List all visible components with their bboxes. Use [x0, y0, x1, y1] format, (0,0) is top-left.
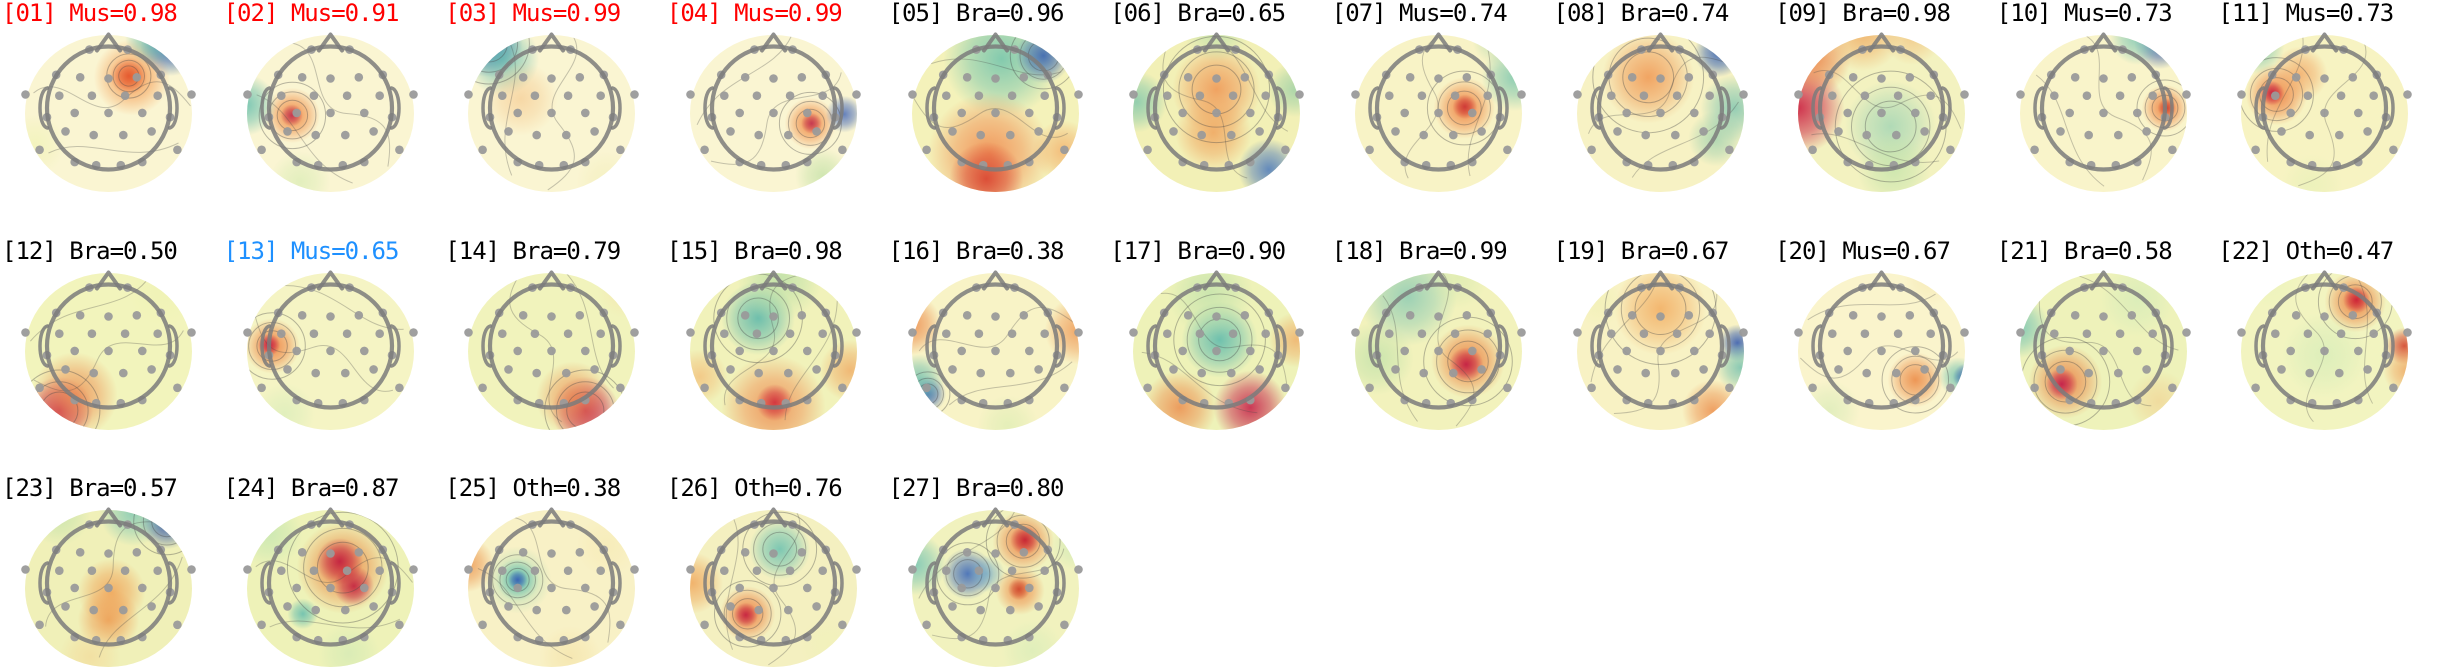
topomap-cell-03: [03] Mus=0.99: [443, 0, 665, 237]
topomap-cell-19: [19] Bra=0.67: [1552, 238, 1774, 475]
topomap-plot: [686, 32, 861, 192]
topomap-plot: [2015, 270, 2191, 430]
component-title: [15] Bra=0.98: [666, 236, 843, 265]
topomap-plot: [2237, 32, 2413, 192]
topomap-plot: [1129, 270, 1304, 430]
topomap-plot: [1794, 32, 1969, 192]
component-title: [08] Bra=0.74: [1553, 0, 1730, 27]
topomap-cell-23: [23] Bra=0.57: [0, 475, 222, 667]
component-title: [13] Mus=0.65: [223, 236, 400, 265]
component-title: [16] Bra=0.38: [888, 236, 1065, 265]
topomap-cell-08: [08] Bra=0.74: [1552, 0, 1774, 237]
topomap-cell-21: [21] Bra=0.58: [1995, 238, 2217, 475]
topomap-cell-16: [16] Bra=0.38: [887, 238, 1109, 475]
component-title: [04] Mus=0.99: [666, 0, 843, 27]
component-title: [10] Mus=0.73: [1996, 0, 2173, 27]
topomap-cell-06: [06] Bra=0.65: [1108, 0, 1330, 237]
topomap-cell-13: [13] Mus=0.65: [222, 238, 444, 475]
topomap-plot: [1572, 32, 1748, 192]
topomap-plot: [1794, 270, 1969, 430]
topomap-plot: [21, 270, 196, 430]
topomap-plot: [464, 507, 640, 667]
topomap-cell-20: [20] Mus=0.67: [1773, 238, 1995, 475]
topomap-cell-22: [22] Oth=0.47: [2216, 238, 2438, 475]
component-title: [27] Bra=0.80: [888, 474, 1065, 502]
component-title: [24] Bra=0.87: [223, 474, 400, 502]
topomap-plot: [907, 507, 1083, 667]
topomap-cell-09: [09] Bra=0.98: [1773, 0, 1995, 237]
topomap-cell-10: [10] Mus=0.73: [1995, 0, 2217, 237]
topomap-plot: [2015, 32, 2191, 192]
topomap-plot: [464, 32, 640, 192]
topomap-cell-27: [27] Bra=0.80: [887, 475, 1109, 667]
component-title: [21] Bra=0.58: [1996, 236, 2173, 265]
topomap-cell-04: [04] Mus=0.99: [665, 0, 887, 237]
topomap-plot: [1350, 32, 1526, 192]
component-title: [07] Mus=0.74: [1331, 0, 1508, 27]
component-title: [17] Bra=0.90: [1110, 236, 1286, 265]
topomap-plot: [686, 507, 861, 667]
topomap-cell-07: [07] Mus=0.74: [1330, 0, 1552, 237]
component-title: [11] Mus=0.73: [2218, 0, 2394, 27]
component-title: [20] Mus=0.67: [1775, 236, 1951, 265]
topomap-cell-05: [05] Bra=0.96: [887, 0, 1109, 237]
component-title: [03] Mus=0.99: [445, 0, 621, 27]
component-title: [23] Bra=0.57: [2, 474, 178, 502]
topomap-cell-18: [18] Bra=0.99: [1330, 238, 1552, 475]
component-title: [22] Oth=0.47: [2218, 236, 2394, 265]
topomap-cell-01: [01] Mus=0.98: [0, 0, 222, 237]
topomap-cell-24: [24] Bra=0.87: [222, 475, 444, 667]
topomap-plot: [21, 507, 196, 667]
component-title: [06] Bra=0.65: [1110, 0, 1286, 27]
topomap-plot: [907, 32, 1083, 192]
topomap-plot: [464, 270, 640, 430]
topomap-plot: [2237, 270, 2413, 430]
component-title: [02] Mus=0.91: [223, 0, 400, 27]
topomap-plot: [242, 32, 418, 192]
topomap-cell-11: [11] Mus=0.73: [2216, 0, 2438, 237]
topomap-plot: [242, 507, 418, 667]
topomap-cell-02: [02] Mus=0.91: [222, 0, 444, 237]
topomap-cell-26: [26] Oth=0.76: [665, 475, 887, 667]
topomap-plot: [686, 270, 861, 430]
topomap-cell-12: [12] Bra=0.50: [0, 238, 222, 475]
component-title: [01] Mus=0.98: [2, 0, 178, 27]
topomap-plot: [907, 270, 1083, 430]
topomap-plot: [1572, 270, 1748, 430]
component-title: [18] Bra=0.99: [1331, 236, 1508, 265]
component-title: [05] Bra=0.96: [888, 0, 1065, 27]
topomap-plot: [1129, 32, 1304, 192]
topomap-plot: [1350, 270, 1526, 430]
topomap-plot: [242, 270, 418, 430]
topomap-plot: [21, 32, 196, 192]
topomap-cell-14: [14] Bra=0.79: [443, 238, 665, 475]
topomap-cell-17: [17] Bra=0.90: [1108, 238, 1330, 475]
component-title: [25] Oth=0.38: [445, 474, 621, 502]
component-title: [12] Bra=0.50: [2, 236, 178, 265]
topomap-cell-15: [15] Bra=0.98: [665, 238, 887, 475]
component-title: [19] Bra=0.67: [1553, 236, 1730, 265]
component-title: [09] Bra=0.98: [1775, 0, 1951, 27]
component-title: [14] Bra=0.79: [445, 236, 621, 265]
component-title: [26] Oth=0.76: [666, 474, 843, 502]
topomap-cell-25: [25] Oth=0.38: [443, 475, 665, 667]
